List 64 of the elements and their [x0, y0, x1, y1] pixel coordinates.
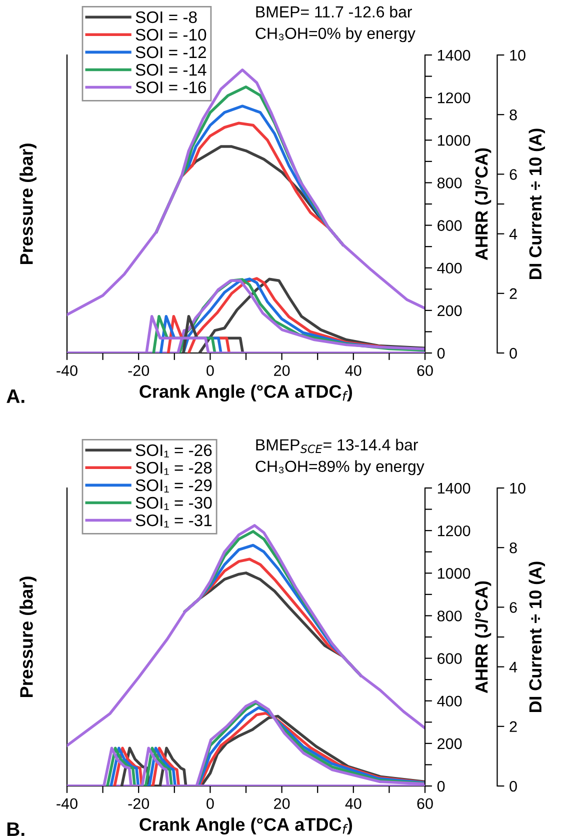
legend-label: SOI₁ = -29 [136, 479, 212, 492]
legend-label: SOI = -8 [136, 11, 197, 24]
x-tick-label: -40 [56, 798, 78, 810]
y2-tick-label: 1000 [438, 568, 470, 579]
x-tick-label: 20 [274, 365, 290, 376]
y2-tick-label: 800 [437, 178, 462, 188]
y3-tick-label: 0 [510, 780, 517, 792]
y2-axis-title: AHRR (J/°CA) [474, 581, 492, 694]
y2-tick-label: 600 [438, 653, 462, 664]
x-tick-label: 60 [417, 365, 433, 376]
text: BMEP$_{SCE}$= 13-14.4 bar [256, 438, 418, 454]
text: CH₃OH=0% by energy [256, 27, 416, 42]
y2-tick-label: 1200 [438, 92, 470, 104]
legend-label: SOI = -10 [136, 28, 206, 41]
legend-label: SOI₁ = -30 [136, 496, 212, 510]
y3-tick-label: 0 [510, 348, 517, 359]
y3-axis-title: DI Current ÷ 10 (A) [528, 128, 545, 279]
y3-axis-title: DI Current ÷ 10 (A) [528, 562, 545, 712]
x-tick-label: 20 [274, 798, 290, 810]
y2-tick-label: 600 [438, 220, 462, 231]
y3-tick-label: 4 [509, 228, 518, 240]
x-tick-label: -20 [128, 365, 150, 376]
x-tick-label: -40 [56, 365, 78, 376]
y2-tick-label: 1400 [438, 50, 470, 61]
legend-label: SOI₁ = -31 [136, 514, 212, 528]
legend-label: SOI₁ = -28 [136, 462, 212, 475]
y2-tick-label: 400 [437, 262, 462, 274]
x-tick-label: 0 [206, 798, 214, 810]
y3-tick-label: 10 [510, 482, 526, 494]
y3-tick-label: 4 [509, 662, 518, 672]
y3-tick-label: 6 [510, 169, 517, 180]
x-tick-label: 40 [345, 798, 362, 810]
y2-tick-label: 1000 [438, 135, 470, 146]
legend-label: SOI = -16 [136, 81, 206, 94]
x-axis-title: Crank Angle (°CA aTDC$_{f}$) [140, 818, 352, 835]
y2-tick-label: 0 [437, 348, 445, 359]
y3-tick-label: 2 [510, 288, 517, 299]
y2-tick-label: 200 [438, 305, 462, 316]
legend-label: SOI₁ = -26 [136, 444, 212, 458]
x-tick-label: 40 [345, 365, 362, 376]
y2-tick-label: 0 [437, 780, 445, 792]
y3-tick-label: 10 [510, 50, 526, 61]
y-axis-title: Pressure (bar) [20, 576, 36, 698]
text: A. [6, 389, 24, 403]
text: CH₃OH=89% by energy [256, 460, 424, 476]
y2-tick-label: 800 [437, 610, 462, 622]
x-tick-label: 60 [417, 798, 433, 810]
y2-tick-label: 400 [437, 696, 462, 707]
y2-axis-title: AHRR (J/°CA) [474, 148, 492, 260]
y2-tick-label: 200 [438, 738, 462, 750]
text: B. [7, 822, 24, 836]
x-tick-label: -20 [128, 798, 150, 810]
x-axis-title: Crank Angle (°CA aTDC$_{f}$) [140, 384, 352, 402]
y3-tick-label: 8 [510, 109, 517, 120]
text: BMEP= 11.7 -12.6 bar [256, 6, 412, 18]
y3-tick-label: 8 [510, 542, 517, 554]
x-tick-label: 0 [206, 365, 214, 376]
legend-label: SOI = -14 [136, 64, 206, 76]
y3-tick-label: 2 [510, 721, 517, 732]
y2-tick-label: 1400 [438, 482, 470, 494]
y-axis-title: Pressure (bar) [20, 144, 36, 264]
y2-tick-label: 1200 [438, 525, 470, 536]
y3-tick-label: 6 [510, 602, 517, 613]
legend-label: SOI = -12 [136, 46, 206, 58]
